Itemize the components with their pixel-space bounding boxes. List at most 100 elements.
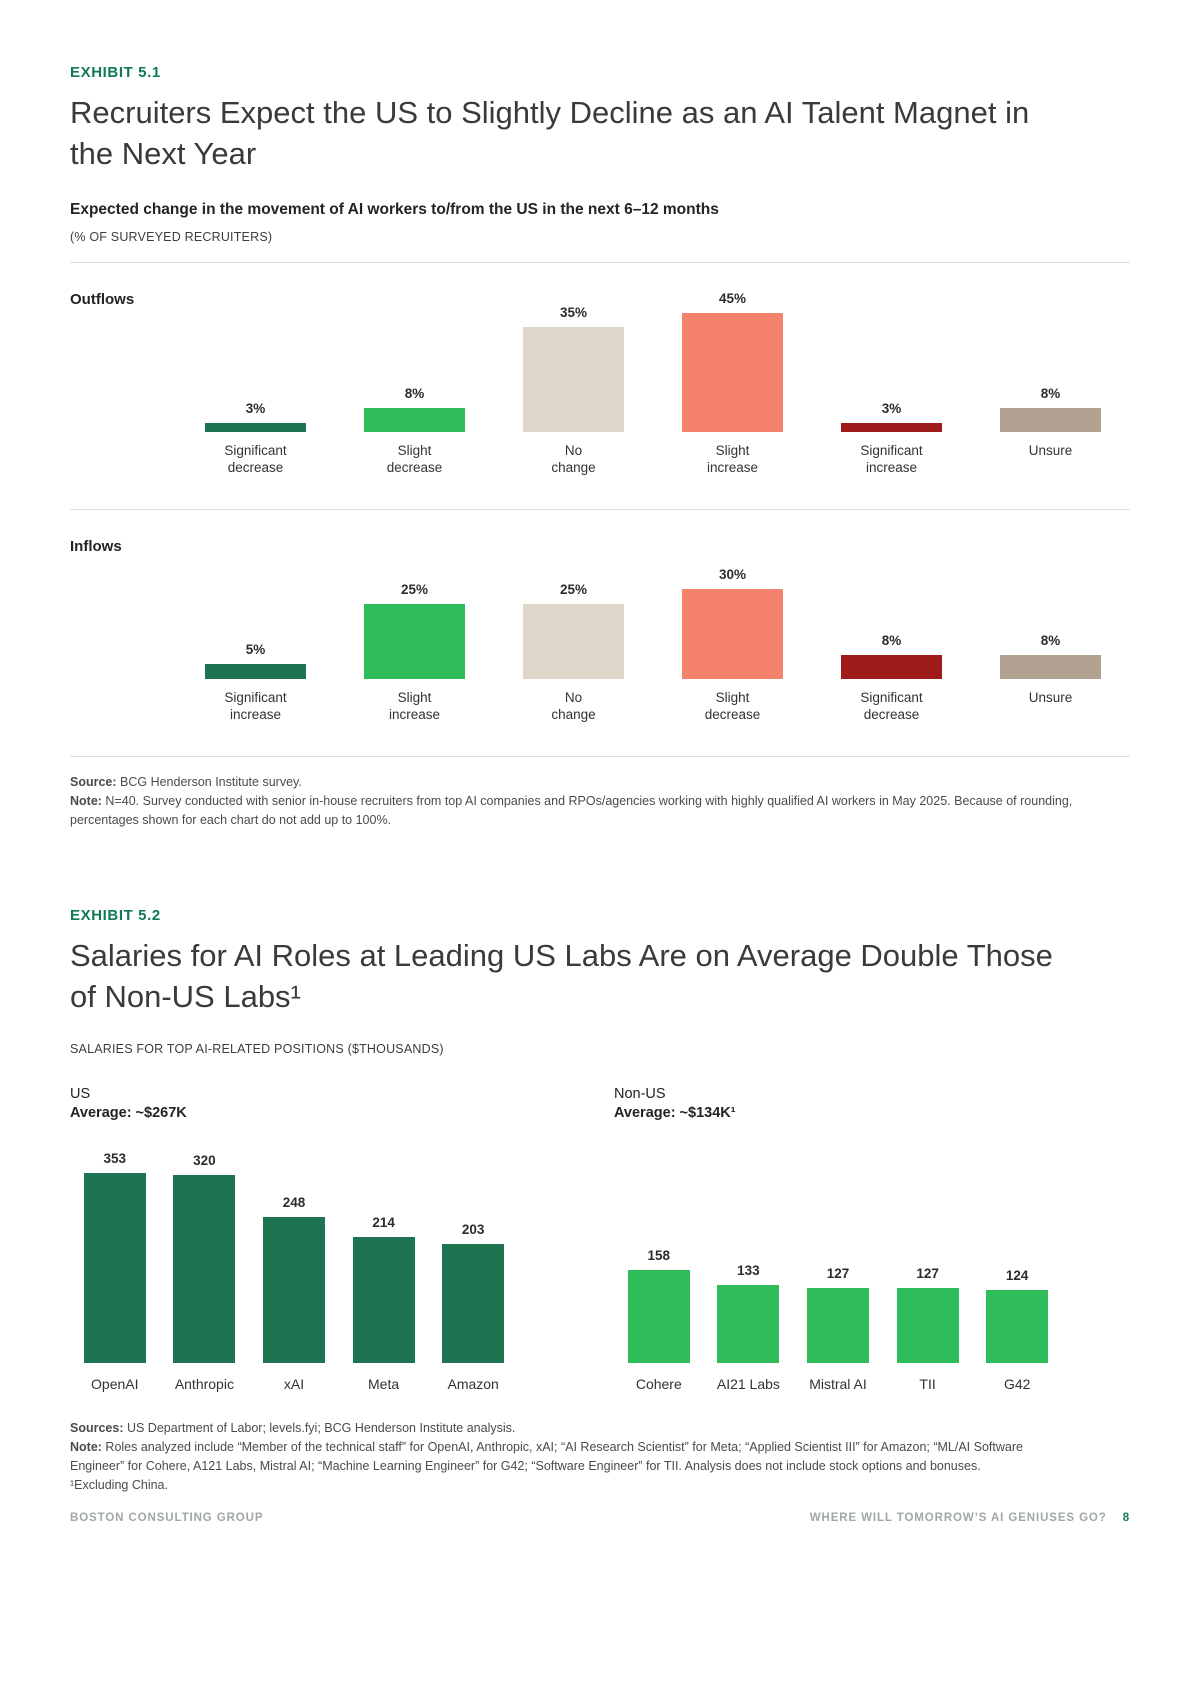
bar-value-label: 203 [461,1221,485,1237]
bar [173,1174,236,1364]
bar-column: 8% Slight decrease [335,291,494,477]
footer-report-title: WHERE WILL TOMORROW’S AI GENIUSES GO? [809,1512,1107,1524]
bar-column: 158 Cohere [614,1151,704,1393]
nonus-average-label: Average: ~$134K¹ [614,1105,736,1122]
sources-text: US Department of Labor; levels.fyi; BCG … [123,1421,516,1436]
bar-column: 5% Significant increase [176,538,335,724]
inflows-chart: Inflows 5% Significant increase 25% Slight … [70,510,1130,738]
exhibit-2-footnote: Sources: US Department of Labor; levels.… [70,1419,1080,1494]
note-label: Note: [70,793,102,808]
bar-value-label: 30% [718,566,747,582]
bar-category-label: Slight decrease [704,689,761,723]
bar-category-label: Slight increase [706,442,759,476]
bar-column: 124 G42 [972,1151,1062,1393]
bar [841,654,942,679]
bar-column: 3% Significant decrease [176,291,335,477]
nonus-group-label: Non-US [614,1086,666,1103]
bar-value-label: 127 [826,1266,850,1282]
excluding-china-footnote: ¹Excluding China. [70,1477,168,1492]
bar-column: 248 xAI [249,1151,339,1393]
bar-value-label: 158 [647,1248,671,1264]
bar-value-label: 45% [718,290,747,306]
bar [682,588,783,679]
bar [841,422,942,432]
bar-column: 25% No change [494,538,653,724]
bar-value-label: 3% [881,400,902,416]
bar [806,1288,869,1364]
bar [442,1243,505,1364]
bar [1000,654,1101,679]
bar-category-label: AI21 Labs [716,1376,780,1393]
bar [627,1270,690,1364]
divider [70,756,1130,757]
exhibit-5-1: EXHIBIT 5.1 Recruiters Expect the US to … [70,64,1130,829]
bar-value-label: 214 [372,1215,395,1231]
bar-category-label: G42 [1003,1376,1031,1393]
page-number: 8 [1122,1512,1130,1524]
bar-value-label: 25% [559,581,588,597]
exhibit-1-footnote: Source: BCG Henderson Institute survey. … [70,773,1080,829]
bar [83,1173,146,1364]
bar-column: 25% Slight increase [335,538,494,724]
bar-column: 353 OpenAI [70,1151,160,1393]
bar-category-label: No change [551,442,596,476]
bar [986,1290,1049,1364]
bar-category-label: Anthropic [174,1376,234,1393]
bar-value-label: 133 [737,1262,760,1278]
bar [262,1217,325,1364]
outflows-bar-chart: 3% Significant decrease 8% Slight decrease 3… [176,291,1130,477]
bar-value-label: 5% [245,641,266,657]
bar-column: 30% Slight decrease [653,538,812,724]
bar-value-label: 127 [916,1266,939,1282]
bar [682,312,783,432]
bar [1000,407,1101,432]
bar-category-label: Mistral AI [809,1376,867,1393]
note-text: Roles analyzed include “Member of the te… [70,1440,1023,1473]
exhibit-1-unit-label: (% OF SURVEYED RECRUITERS) [70,229,273,244]
bar-column: 3% Significant increase [812,291,971,477]
exhibit-2-title: Salaries for AI Roles at Leading US Labs… [70,938,1053,1015]
bar-column: 203 Amazon [428,1151,518,1393]
bar-column: 35% No change [494,291,653,477]
bar [352,1237,415,1364]
bar-column: 45% Slight increase [653,291,812,477]
bar-column: 133 AI21 Labs [704,1151,794,1393]
nonus-salary-group: Non-US Average: ~$134K¹ 158 Cohere 133 AI21… [614,1086,1062,1393]
exhibit-1-label: EXHIBIT 5.1 [70,64,161,81]
exhibit-2-label: EXHIBIT 5.2 [70,907,161,925]
bar-value-label: 35% [559,304,588,320]
bar-category-label: Unsure [1028,442,1073,458]
bar [523,603,624,679]
exhibit-1-subtitle: Expected change in the movement of AI wo… [70,200,719,218]
bar-column: 214 Meta [339,1151,429,1393]
exhibit-5-2: EXHIBIT 5.2 Salaries for AI Roles at Lea… [70,907,1130,1494]
bar-value-label: 25% [400,581,429,597]
bar [364,407,465,432]
page-footer: BOSTON CONSULTING GROUP WHERE WILL TOMOR… [70,1512,1130,1524]
bar-value-label: 8% [1040,632,1061,648]
note-label: Note: [70,1440,102,1454]
bar-value-label: 124 [1005,1268,1029,1284]
source-label: Source: [70,775,117,789]
bar-category-label: OpenAI [91,1376,139,1393]
bar-category-label: Significant decrease [860,689,923,723]
bar-category-label: xAI [283,1376,305,1393]
bar-value-label: 8% [404,385,425,401]
exhibit-1-title: Recruiters Expect the US to Slightly Dec… [70,95,1030,171]
inflows-label: Inflows [70,537,122,555]
bar [205,422,306,432]
divider [70,261,1130,263]
bar-category-label: No change [551,689,596,723]
bar-value-label: 8% [881,632,902,648]
bar [364,603,465,679]
bar-value-label: 353 [103,1151,127,1167]
bar-category-label: TII [919,1376,936,1393]
bar-category-label: Amazon [447,1376,499,1393]
divider [70,508,1130,510]
bar-column: 8% Unsure [971,291,1130,477]
footer-brand: BOSTON CONSULTING GROUP [70,1512,264,1524]
us-average-label: Average: ~$267K [70,1105,187,1122]
salary-charts: US Average: ~$267K 353 OpenAI 320 Anthropic… [70,1086,1130,1393]
outflows-chart: Outflows 3% Significant decrease 8% Slight … [70,263,1130,491]
